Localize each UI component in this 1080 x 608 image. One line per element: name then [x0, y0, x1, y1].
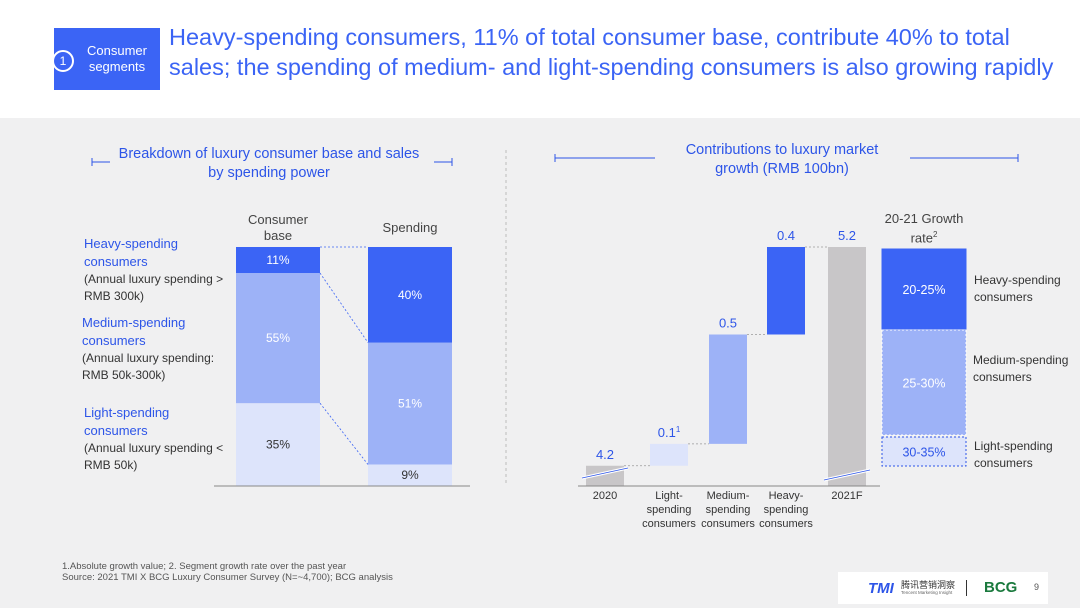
bar-segment-heavy-spending [236, 247, 320, 274]
category-label: Medium- [707, 490, 750, 502]
growth-box-0 [881, 248, 967, 330]
legend-medium: Medium-spending consumers [973, 353, 1069, 384]
legend-light: Light-spending consumers [974, 439, 1053, 470]
bar-2020-label: 4.2 [596, 447, 614, 462]
section-tag: 1 Consumer segments [52, 28, 160, 90]
category-label: spending [647, 504, 692, 516]
growth-value-0: 20-25% [902, 283, 945, 297]
legend-heavy: Heavy-spending consumers [974, 273, 1061, 304]
bar-medium-label: 0.5 [719, 316, 737, 331]
bar-label-heavy-spending: 40% [398, 288, 422, 302]
bar-light [650, 443, 688, 466]
bar-heavy-label: 0.4 [777, 228, 795, 243]
segment-light-name: Light-spending consumers [84, 405, 170, 438]
category-label: Heavy- [769, 490, 804, 502]
bar-light-label: 0.11 [658, 425, 681, 440]
category-label: consumers [701, 518, 755, 530]
bar-segment-medium-spending [236, 273, 320, 404]
col-header-spending: Spending [382, 220, 438, 235]
bar-segment-medium-spending [368, 342, 452, 465]
right-subtitle: Contributions to luxury market growth (R… [685, 142, 879, 177]
section-label: Consumer segments [87, 43, 147, 74]
growth-rate-header: 20-21 Growth rate2 [876, 211, 972, 246]
bar-2021f-label: 5.2 [838, 228, 856, 243]
tmi-logo-sub: Tencent Marketing Insight [901, 590, 953, 595]
left-subtitle: Breakdown of luxury consumer base and sa… [118, 146, 420, 181]
category-label: spending [706, 504, 751, 516]
category-label: consumers [642, 518, 696, 530]
growth-value-1: 25-30% [902, 377, 945, 391]
footnote: 1.Absolute growth value; 2. Segment grow… [62, 561, 347, 572]
bcg-logo: BCG [984, 579, 1018, 596]
segment-light-desc: (Annual luxury spending < RMB 50k) [84, 441, 224, 472]
logo-bar: TMI 腾讯营销洞察 Tencent Marketing Insight BCG… [838, 572, 1048, 604]
segment-heavy-desc: (Annual luxury spending > RMB 300k) [84, 272, 224, 303]
col-header-consumer-base: Consumer base [248, 212, 308, 243]
category-label: 2021F [831, 490, 862, 502]
segment-medium-desc: (Annual luxury spending: RMB 50k-300k) [82, 351, 215, 382]
segment-medium-label: Medium-spending consumers (Annual luxury… [82, 314, 232, 384]
bar-label-medium-spending: 51% [398, 397, 422, 411]
category-label: consumers [759, 518, 813, 530]
category-label: Light- [655, 490, 683, 502]
category-label: 2020 [593, 490, 617, 502]
logo-divider [966, 580, 967, 596]
segment-heavy-label: Heavy-spending consumers (Annual luxury … [84, 235, 234, 305]
axis-break-line [581, 467, 629, 479]
growth-value-2: 30-35% [902, 446, 945, 460]
section-number: 1 [52, 50, 74, 72]
bar-label-heavy-spending: 11% [266, 253, 289, 267]
tmi-logo: TMI [868, 580, 894, 597]
growth-box-1 [881, 329, 967, 436]
page-title: Heavy-spending consumers, 11% of total c… [169, 24, 1054, 80]
bar-medium [709, 334, 747, 444]
growth-box-2 [881, 436, 967, 467]
bar-2021f [828, 247, 866, 486]
bar-label-light-spending: 9% [401, 468, 419, 482]
source-note: Source: 2021 TMI X BCG Luxury Consumer S… [62, 572, 393, 583]
bar-segment-light-spending [368, 464, 452, 486]
bar-label-medium-spending: 55% [266, 331, 290, 345]
tmi-logo-cn: 腾讯营销洞察 [901, 580, 956, 590]
bar-segment-heavy-spending [368, 247, 452, 343]
connector-line [319, 402, 369, 465]
bar-label-light-spending: 35% [266, 438, 290, 452]
growth-rate-header-sup: 2 [932, 230, 938, 239]
category-label: spending [764, 504, 809, 516]
segment-light-label: Light-spending consumers (Annual luxury … [84, 404, 224, 474]
header: 1 Consumer segments Heavy-spending consu… [0, 0, 1080, 118]
bar-heavy [767, 247, 805, 335]
bar-segment-light-spending [236, 403, 320, 486]
growth-rate-header-text: 20-21 Growth rate [884, 211, 964, 246]
label-superscript: 1 [676, 425, 681, 434]
segment-medium-name: Medium-spending consumers [82, 315, 186, 348]
page-number: 9 [1034, 582, 1040, 592]
segment-heavy-name: Heavy-spending consumers [84, 236, 178, 269]
axis-break-line [823, 469, 871, 481]
